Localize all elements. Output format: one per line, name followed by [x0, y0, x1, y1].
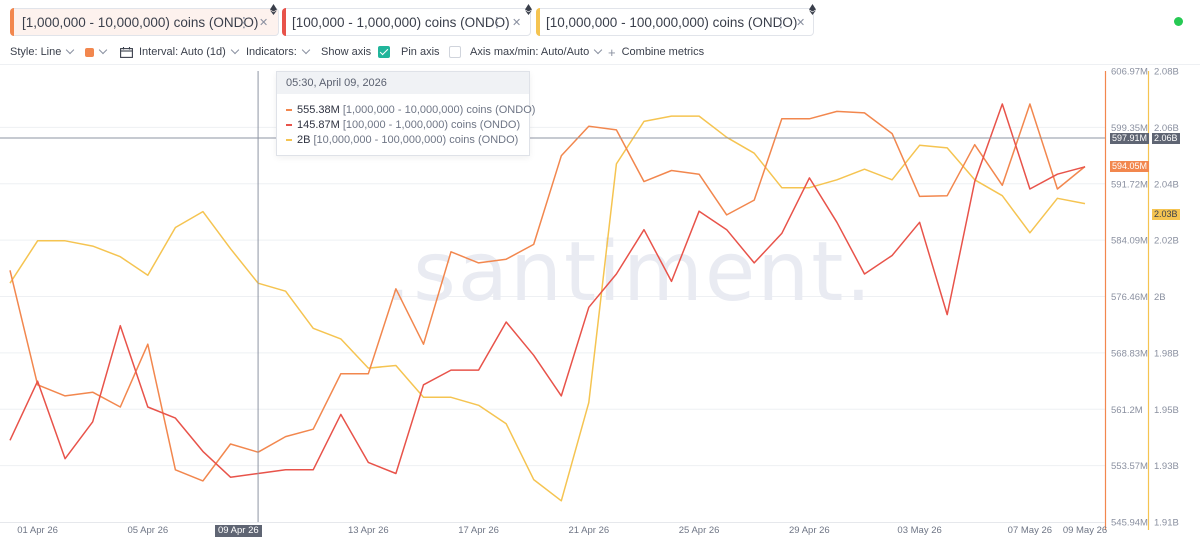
tooltip-date: 05:30, April 09, 2026	[277, 72, 529, 94]
series-line-1	[9, 103, 1086, 478]
crosshair	[0, 71, 1105, 522]
y-left-tick-label: 568.83M	[1111, 348, 1148, 359]
close-icon[interactable]: ✕	[796, 16, 806, 29]
x-tick-label: 29 Apr 26	[789, 525, 830, 536]
y-left-tick-label: 599.35M	[1111, 123, 1148, 134]
x-tick-label: 03 May 26	[897, 525, 941, 536]
metric-label: [10,000,000 - 100,000,000) coins (ONDO)	[546, 14, 798, 30]
metric-tab-10m-100m[interactable]: [10,000,000 - 100,000,000) coins (ONDO) …	[536, 8, 814, 36]
last-value-badge-yellow: 2.03B	[1152, 209, 1180, 220]
close-icon[interactable]: ✕	[512, 16, 522, 29]
series-line-2	[9, 115, 1086, 502]
metric-tab-1m-10m[interactable]: [1,000,000 - 10,000,000) coins (ONDO) ⋮ …	[10, 8, 279, 36]
series-color-dash	[286, 109, 292, 111]
ethereum-icon	[270, 4, 277, 15]
y-right-tick-label: 2.02B	[1154, 236, 1179, 247]
style-dropdown[interactable]: Style: Line	[10, 44, 75, 60]
tooltip-value: 555.38M	[297, 104, 340, 116]
calendar-icon	[120, 46, 133, 58]
series-color-dash	[286, 139, 292, 141]
tooltip-series-name: [1,000,000 - 10,000,000) coins (ONDO)	[342, 104, 536, 116]
tooltip-row: 2B [10,000,000 - 100,000,000) coins (OND…	[286, 134, 518, 146]
x-tick-label: 01 Apr 26	[17, 525, 58, 536]
pin-axis-label: Pin axis	[401, 46, 440, 58]
color-picker[interactable]	[85, 44, 108, 60]
combine-metrics-label: Combine metrics	[621, 46, 705, 58]
y-left-tick-label: 606.97M	[1111, 67, 1148, 78]
connection-status-dot	[1174, 17, 1183, 26]
x-tick-label: 07 May 26	[1008, 525, 1052, 536]
y-left-tick-label: 591.72M	[1111, 179, 1148, 190]
style-label: Style: Line	[10, 46, 62, 58]
y-left-tick-label: 561.2M	[1111, 405, 1143, 416]
y-left-tick-label: 576.46M	[1111, 292, 1148, 303]
y-right-tick-label: 2.06B	[1154, 123, 1179, 134]
y-right-tick-label: 1.95B	[1154, 405, 1179, 416]
y-right-tick-label: 2.08B	[1154, 67, 1179, 78]
x-tick-label: 25 Apr 26	[679, 525, 720, 536]
x-axis-labels: 01 Apr 26 05 Apr 26 13 Apr 26 17 Apr 26 21 A…	[17, 525, 1107, 536]
pin-axis-checkbox[interactable]	[448, 46, 461, 58]
y-right-tick-label: 1.91B	[1154, 518, 1179, 529]
combine-metrics-button[interactable]: + Combine metrics	[608, 44, 704, 60]
y-right-tick-label: 1.98B	[1154, 348, 1179, 359]
interval-label: Interval: Auto (1d)	[139, 46, 226, 58]
x-tick-label: 09 May 26	[1063, 525, 1107, 536]
crosshair-right-value-badge: 2.06B	[1152, 133, 1180, 144]
watermark-text: .santiment.	[385, 225, 873, 320]
tooltip-row: 555.38M [1,000,000 - 10,000,000) coins (…	[286, 104, 535, 116]
series-color-dash	[286, 124, 292, 126]
crosshair-left-value-badge: 597.91M	[1110, 133, 1150, 144]
more-options-icon[interactable]: ⋮	[774, 13, 788, 30]
last-value-badge-orange: 594.05M	[1110, 161, 1150, 172]
series-line-0	[9, 103, 1086, 482]
metric-color-stripe	[10, 8, 14, 36]
metric-color-stripe	[536, 8, 540, 36]
more-options-icon[interactable]: ⋮	[490, 13, 504, 30]
ethereum-icon	[809, 4, 816, 15]
axis-maxmin-label: Axis max/min: Auto/Auto	[470, 46, 590, 58]
axes	[0, 71, 1150, 530]
tooltip-series-name: [100,000 - 1,000,000) coins (ONDO)	[342, 119, 521, 131]
metric-label: [1,000,000 - 10,000,000) coins (ONDO)	[22, 14, 259, 30]
show-axis-toggle[interactable]: Show axis	[321, 44, 391, 60]
ethereum-icon	[525, 4, 532, 15]
color-swatch	[85, 47, 94, 57]
axis-maxmin-dropdown[interactable]: Axis max/min: Auto/Auto	[470, 44, 603, 60]
pin-axis-toggle[interactable]: Pin axis	[401, 44, 461, 60]
y-left-tick-label: 553.57M	[1111, 461, 1148, 472]
hover-tooltip: 05:30, April 09, 2026 555.38M [1,000,000…	[276, 71, 535, 156]
close-icon[interactable]: ✕	[259, 16, 269, 29]
metric-label: [100,000 - 1,000,000) coins (ONDO)	[292, 14, 510, 30]
metric-tab-100k-1m[interactable]: [100,000 - 1,000,000) coins (ONDO) ⋮ ✕	[282, 8, 531, 36]
show-axis-label: Show axis	[321, 46, 372, 58]
gridlines	[0, 126, 1105, 467]
y-left-tick-label: 545.94M	[1111, 518, 1148, 529]
metric-color-stripe	[282, 8, 286, 36]
interval-dropdown[interactable]: Interval: Auto (1d)	[120, 44, 240, 60]
plus-icon: +	[608, 44, 616, 60]
series-lines	[9, 103, 1086, 502]
y-right-tick-label: 1.93B	[1154, 461, 1179, 472]
x-tick-label: 13 Apr 26	[348, 525, 389, 536]
more-options-icon[interactable]: ⋮	[237, 13, 251, 30]
tooltip-row: 145.87M [100,000 - 1,000,000) coins (OND…	[286, 119, 520, 131]
tooltip-series-name: [10,000,000 - 100,000,000) coins (ONDO)	[313, 134, 519, 146]
tooltip-value: 2B	[297, 134, 311, 146]
x-tick-label: 05 Apr 26	[127, 525, 168, 536]
y-right-tick-label: 2B	[1154, 292, 1166, 303]
indicators-label: Indicators:	[246, 46, 297, 58]
indicators-dropdown[interactable]: Indicators:	[246, 44, 310, 60]
x-tick-label: 17 Apr 26	[458, 525, 499, 536]
y-axis-labels: 545.94M 1.91B 553.57M 1.93B 561.2M 1.95B 568.8…	[1111, 67, 1179, 529]
show-axis-checkbox[interactable]	[378, 46, 391, 58]
toolbar-divider	[0, 64, 1200, 65]
x-tick-label: 21 Apr 26	[569, 525, 610, 536]
crosshair-date-badge: 09 Apr 26	[215, 525, 262, 537]
y-right-tick-label: 2.04B	[1154, 179, 1179, 190]
tooltip-value: 145.87M	[297, 119, 340, 131]
y-left-tick-label: 584.09M	[1111, 236, 1148, 247]
